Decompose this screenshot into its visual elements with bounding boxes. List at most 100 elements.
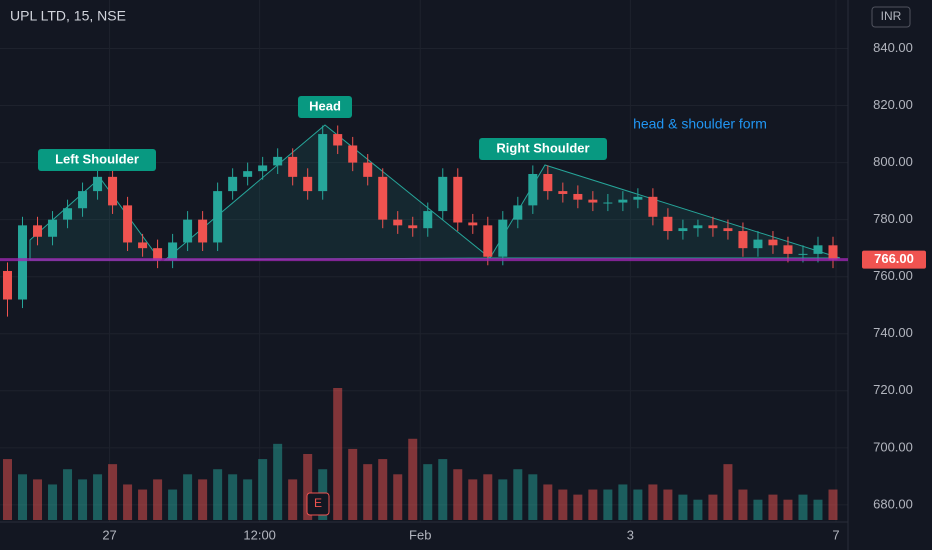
candle-body	[63, 208, 73, 220]
volume-bar	[93, 474, 103, 520]
candle-body	[648, 196, 658, 217]
annotation: Right Shoulder	[496, 140, 589, 155]
candle-body	[483, 225, 493, 257]
chart-title: UPL LTD, 15, NSE	[10, 8, 126, 24]
volume-bar	[303, 454, 313, 520]
candle-body	[633, 196, 643, 200]
earnings-marker[interactable]	[306, 492, 330, 516]
annotation: Head	[309, 98, 341, 113]
currency: INR	[881, 9, 902, 23]
volume-bar	[678, 494, 688, 520]
candle-body	[33, 225, 43, 237]
volume-bar	[18, 474, 28, 520]
volume-bar	[603, 489, 613, 520]
candle-body	[303, 176, 313, 192]
candle-body	[78, 191, 88, 209]
volume-bar	[108, 464, 118, 520]
candle-body	[468, 222, 478, 226]
volume-bar	[183, 474, 193, 520]
candle-body	[168, 242, 178, 260]
candle-body	[453, 176, 463, 223]
candle-body	[198, 219, 208, 243]
candle-body	[243, 171, 253, 177]
y-tick-label: 760.00	[873, 268, 913, 283]
volume-bar	[513, 469, 523, 520]
y-tick-label: 800.00	[873, 154, 913, 169]
volume-bar	[648, 484, 658, 520]
earnings-label: E	[314, 496, 322, 510]
volume-bar	[723, 464, 733, 520]
volume-bar	[63, 469, 73, 520]
candle-body	[723, 228, 733, 232]
candle-body	[288, 156, 298, 177]
label-box	[298, 96, 352, 118]
candle-body	[603, 202, 613, 204]
volume-bar	[213, 469, 223, 520]
candle-body	[213, 191, 223, 243]
volume-bar	[123, 484, 133, 520]
volume-bar	[768, 494, 778, 520]
volume-bar	[393, 474, 403, 520]
volume-bar	[363, 464, 373, 520]
last-price-box	[862, 250, 926, 269]
candle-body	[363, 162, 373, 177]
candle-body	[123, 205, 133, 243]
volume-bar	[423, 464, 433, 520]
volume-bar	[228, 474, 238, 520]
candle-body	[783, 245, 793, 254]
candle-body	[498, 219, 508, 257]
volume-bar	[258, 459, 268, 520]
candle-body	[438, 176, 448, 212]
volume-bar	[813, 499, 823, 520]
volume-bar	[543, 484, 553, 520]
volume-bar	[633, 489, 643, 520]
candle-body	[333, 134, 343, 146]
volume-bar	[453, 469, 463, 520]
volume-bar	[498, 479, 508, 520]
candle-body	[228, 176, 238, 192]
candle-body	[153, 248, 163, 260]
candle-body	[813, 245, 823, 254]
label-box	[38, 149, 156, 171]
candle-body	[768, 239, 778, 246]
volume-bar	[588, 489, 598, 520]
volume-bar	[78, 479, 88, 520]
candle-body	[798, 253, 808, 255]
candle-body	[378, 176, 388, 220]
volume-bar	[3, 459, 13, 520]
y-tick-label: 820.00	[873, 97, 913, 112]
volume-bar	[153, 479, 163, 520]
candles	[3, 125, 838, 317]
annotation: Left Shoulder	[55, 151, 139, 166]
x-tick-label: 3	[627, 527, 634, 542]
volume-bar	[738, 489, 748, 520]
label-box	[479, 138, 607, 160]
volume-layer	[3, 388, 838, 520]
candle-body	[573, 193, 583, 200]
volume-bar	[378, 459, 388, 520]
currency-box[interactable]	[871, 6, 911, 28]
volume-bar	[573, 494, 583, 520]
candle-body	[738, 231, 748, 249]
volume-bar	[168, 489, 178, 520]
volume-bar	[408, 438, 418, 520]
volume-bar	[138, 489, 148, 520]
volume-bar	[243, 479, 253, 520]
y-tick-label: 740.00	[873, 325, 913, 340]
volume-bar	[708, 494, 718, 520]
volume-bar	[483, 474, 493, 520]
volume-bar	[783, 499, 793, 520]
volume-bar	[528, 474, 538, 520]
volume-bar	[438, 459, 448, 520]
candle-body	[348, 145, 358, 163]
candle-body	[513, 205, 523, 220]
candle-body	[3, 270, 13, 300]
volume-bar	[273, 443, 283, 520]
x-tick-label: 7	[832, 527, 839, 542]
candle-body	[543, 174, 553, 192]
candle-body	[18, 225, 28, 300]
volume-bar	[618, 484, 628, 520]
